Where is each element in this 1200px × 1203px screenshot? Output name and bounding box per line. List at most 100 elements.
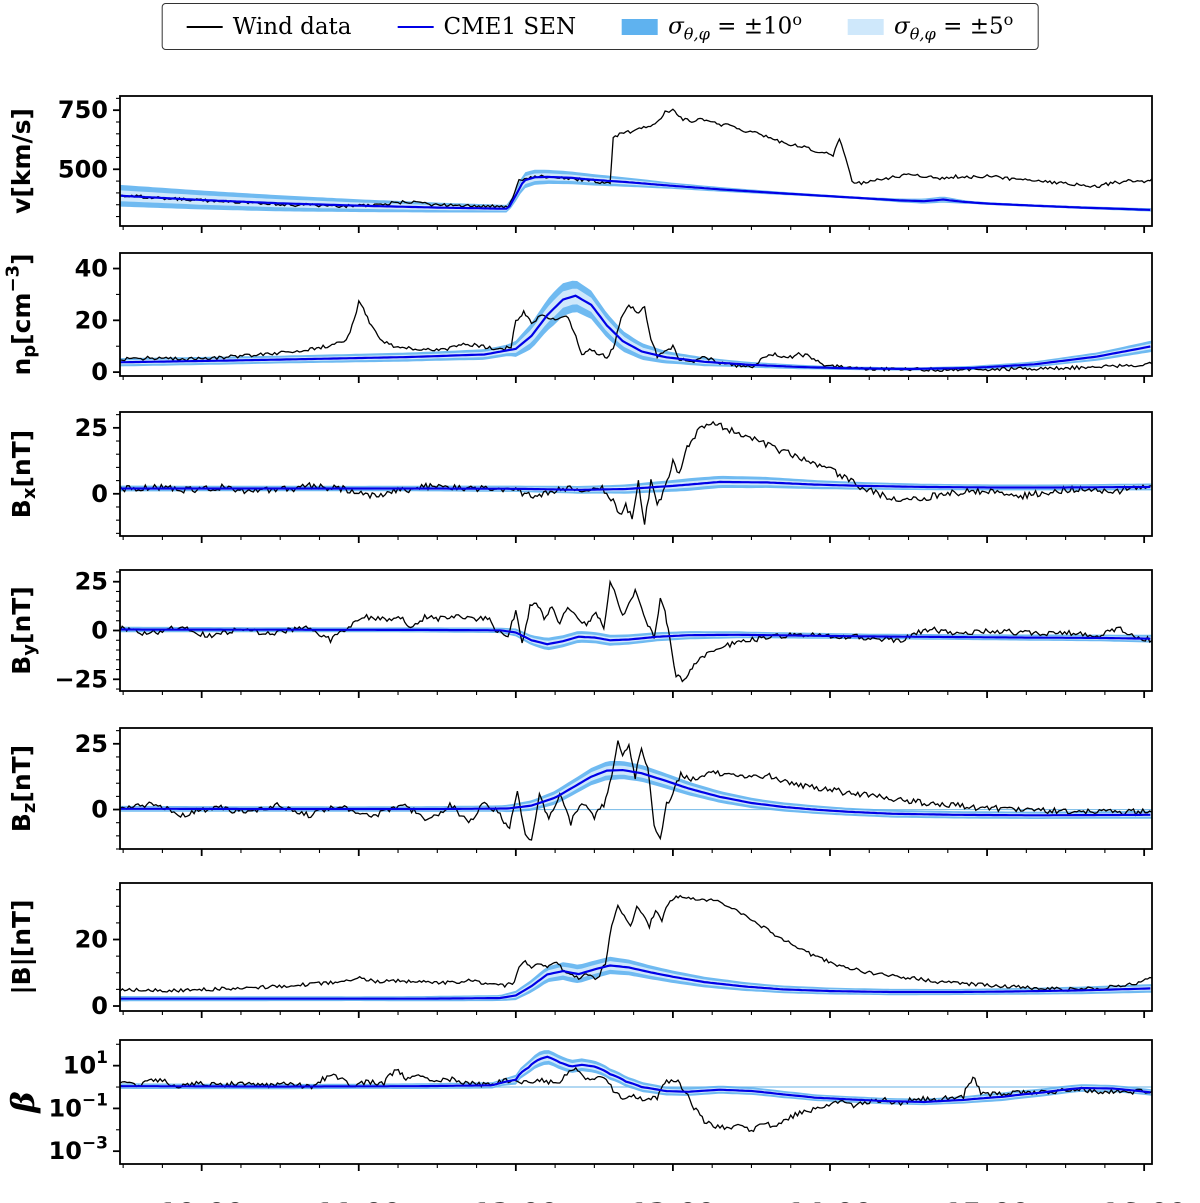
wind-data-line	[120, 420, 1152, 525]
y-ticks: 25 0 −25	[54, 569, 120, 693]
x-tick-label: 15-09	[944, 1198, 1030, 1203]
sigma-band-swatch	[848, 18, 885, 35]
y-tick-label: 0	[91, 992, 108, 1020]
x-ticks	[122, 536, 1146, 543]
plot-frame	[119, 411, 1153, 537]
y-ticks: 101 10−1 10−3	[49, 1043, 120, 1165]
x-ticks	[122, 1164, 1146, 1171]
legend-item-label: Wind data	[233, 14, 352, 40]
legend: Wind data CME1 SEN σθ,φ = ±10o σθ,φ = ±5o	[161, 3, 1039, 51]
legend-item-1: CME1 SEN	[397, 14, 577, 40]
legend-label-part: σ	[894, 13, 910, 40]
panel-beta-data-layer	[120, 1050, 1152, 1133]
ylabel-babs: |B|[nT]	[7, 899, 36, 994]
legend-item-0: Wind data	[186, 14, 352, 40]
x-ticks	[122, 691, 1146, 698]
panel-babs-plot: 20 0 |B|[nT]	[7, 882, 1153, 1020]
sigma-5deg-band	[120, 173, 1152, 211]
y-ticks: 40 20 0	[75, 255, 120, 386]
cme1-sen-line	[120, 1055, 1151, 1104]
wind-data-line	[120, 1066, 1152, 1133]
cme1-sen-line	[120, 294, 1151, 371]
cme1-sen-line	[120, 480, 1151, 491]
panel-np-data-layer	[120, 280, 1152, 372]
legend-item-label: σθ,φ = ±5o	[894, 10, 1013, 43]
y-tick-label: 500	[58, 155, 108, 183]
ylabel-np: np[cm−3]	[3, 253, 40, 375]
wind-data-line	[120, 579, 1152, 683]
wind-data-line	[120, 740, 1152, 841]
wind-data-line	[120, 894, 1152, 993]
panel-beta-plot: 101 10−1 10−3 β 10-09 11-09 12-09 13-09 14-09 15-…	[4, 1039, 1187, 1203]
ylabel-beta: β	[4, 1091, 42, 1113]
y-tick-label: 25	[75, 569, 108, 596]
legend-label-part: o	[1003, 10, 1014, 29]
legend-item-label: CME1 SEN	[444, 14, 577, 40]
ylabel-v: v[km/s]	[7, 108, 36, 214]
legend-label-part: = ±10	[709, 13, 793, 40]
legend-label-part: θ,φ	[909, 24, 936, 44]
legend-label-part: o	[792, 10, 803, 29]
y-tick-label: 25	[75, 414, 108, 442]
x-tick-label: 10-09	[159, 1198, 245, 1203]
y-ticks: 25 0	[75, 730, 120, 850]
ylabel-bz: Bz[nT]	[7, 745, 40, 832]
y-tick-label: 20	[75, 306, 108, 334]
y-ticks: 25 0	[75, 414, 120, 534]
y-tick-label: 0	[91, 796, 108, 824]
wind-data-line	[120, 108, 1152, 209]
panel-by-plot: 25 0 −25 By[nT]	[7, 569, 1153, 698]
y-tick-label: 750	[58, 96, 108, 124]
x-ticks	[122, 1011, 1146, 1018]
sigma-band-swatch	[622, 18, 659, 35]
legend-label-part: CME1 SEN	[443, 13, 577, 40]
panel-v-plot: 750 500 v[km/s]	[7, 95, 1153, 233]
panel-v-data-layer	[120, 108, 1152, 213]
y-ticks: 20 0	[75, 889, 120, 1020]
y-tick-label: 0	[91, 617, 108, 645]
legend-label-part: θ,φ	[683, 24, 710, 44]
y-tick-label: −25	[54, 665, 108, 693]
panel-bx-plot: 25 0 Bx[nT]	[7, 411, 1153, 543]
panel-babs-data-layer	[120, 894, 1152, 1002]
legend-item-3: σθ,φ = ±5o	[848, 10, 1013, 43]
plot-frame	[119, 252, 1153, 377]
x-tick-label: 11-09	[316, 1198, 402, 1203]
panel-bz-data-layer	[120, 740, 1152, 841]
cme1-sen-line	[120, 768, 1151, 817]
ylabel-by: By[nT]	[7, 586, 40, 675]
sigma-10deg-band	[120, 280, 1152, 371]
panel-bz-plot: 25 0 Bz[nT]	[7, 727, 1153, 856]
sigma-5deg-band	[120, 1053, 1152, 1104]
cme1-sen-line	[120, 175, 1151, 211]
y-tick-label: 0	[91, 480, 108, 508]
panel-by-data-layer	[120, 579, 1152, 683]
x-ticks	[122, 376, 1146, 383]
legend-label-part: = ±5	[935, 13, 1004, 40]
y-tick-label: 101	[63, 1048, 108, 1080]
wind-line-swatch	[186, 25, 223, 28]
sigma-10deg-band	[120, 169, 1152, 213]
sigma-5deg-band	[120, 628, 1152, 647]
y-tick-label: 25	[75, 730, 108, 758]
plot-frame	[119, 1039, 1153, 1165]
x-tick-label: 13-09	[630, 1198, 716, 1203]
y-tick-label: 10−1	[49, 1091, 108, 1123]
legend-item-label: σθ,φ = ±10o	[668, 10, 802, 43]
y-tick-label: 40	[75, 255, 108, 283]
panel-np-plot: 40 20 0 np[cm−3]	[3, 252, 1153, 386]
plot-frame	[119, 882, 1153, 1012]
y-tick-label: 20	[75, 926, 108, 954]
y-tick-label: 0	[91, 358, 108, 386]
sigma-10deg-band	[120, 956, 1152, 1002]
panel-bx-data-layer	[120, 420, 1152, 525]
x-ticks	[122, 226, 1146, 233]
cme1-line-swatch	[397, 25, 434, 28]
cme1-sen-line	[120, 628, 1151, 646]
plot-frame	[119, 95, 1153, 227]
x-ticks	[122, 849, 1146, 856]
y-ticks: 750 500	[58, 96, 120, 218]
plot-frame	[119, 727, 1153, 850]
y-tick-label: 10−3	[49, 1133, 108, 1165]
x-tick-label: 14-09	[787, 1198, 873, 1203]
